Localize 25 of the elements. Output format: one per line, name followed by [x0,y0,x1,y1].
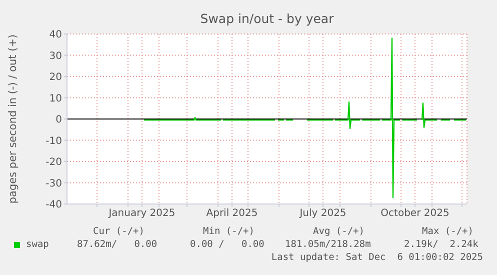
chart-title: Swap in/out - by year [199,10,335,26]
text: 2.19k/ 2.24k [404,239,478,250]
legend-label: swap [26,239,49,250]
text: Last update: Sat Dec 6 01:00:02 2025 [271,252,483,263]
y-tick-label: -10 [46,136,62,147]
y-tick-label: 40 [49,30,62,41]
x-tick-label: October 2025 [380,208,450,220]
x-tick-label: July 2025 [298,208,346,220]
x-tick-label: April 2025 [206,208,258,220]
x-tick-label: January 2025 [108,208,176,220]
text: Min (-/+) [203,226,254,237]
y-tick-label: 10 [49,93,62,104]
y-tick-label: -40 [46,200,62,211]
text: 0.00 / 0.00 [190,239,264,250]
y-tick-label: -20 [46,157,62,168]
y-tick-label: -30 [46,178,62,190]
text: Cur (-/+) [93,226,144,237]
y-tick-label: 0 [56,114,62,126]
text: 181.05m/218.28m [285,239,371,250]
text: Avg (-/+) [313,226,364,237]
y-tick-label: 20 [49,72,62,84]
y-axis-title: pages per second in (-) / out (+) [7,34,20,204]
text: 87.62m/ 0.00 [77,239,158,250]
text: Max (-/+) [422,226,474,237]
y-tick-label: 30 [49,50,62,62]
